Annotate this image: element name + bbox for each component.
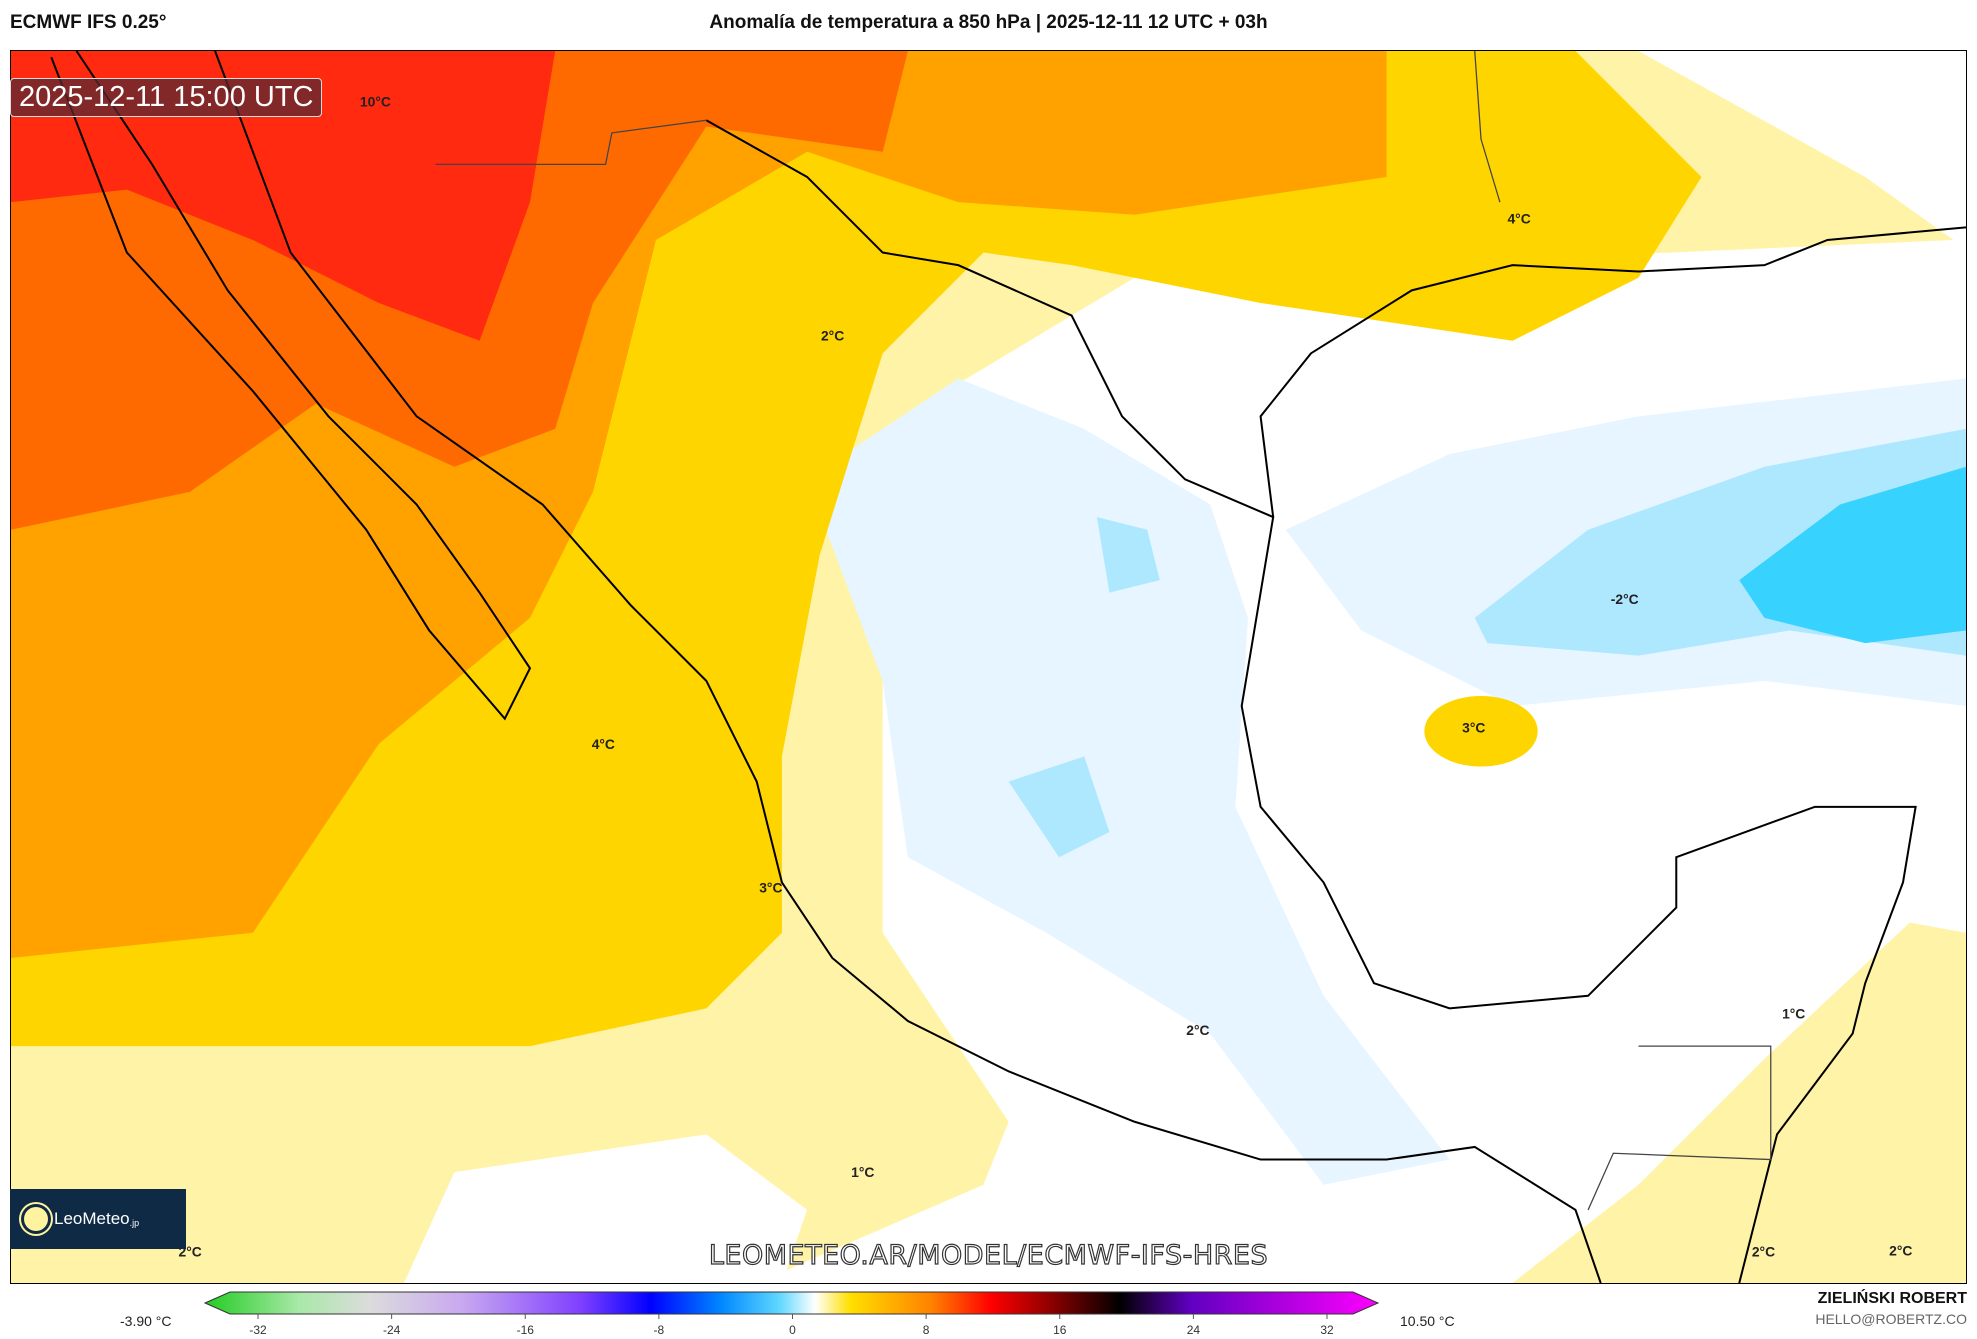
contour-label: 3°C <box>759 879 782 895</box>
valid-time-badge: 2025-12-11 15:00 UTC <box>10 78 323 117</box>
author-email[interactable]: HELLO@ROBERTZ.CO <box>1815 1311 1967 1327</box>
sun-icon <box>24 1207 48 1231</box>
leometeo-logo[interactable]: LeoMeteo .jp <box>10 1189 186 1249</box>
colorbar-tick-label: 32 <box>1320 1323 1334 1337</box>
contour-label: 2°C <box>1889 1242 1912 1258</box>
colorbar-tick-label: -8 <box>654 1323 665 1337</box>
colorbar-tick-label: 8 <box>923 1323 930 1337</box>
colorbar-tick-label: 0 <box>789 1323 796 1337</box>
author-name: ZIELIŃSKI ROBERT <box>1817 1290 1967 1307</box>
logo-suffix: .jp <box>129 1218 140 1228</box>
contour-label: 2°C <box>1186 1022 1209 1038</box>
map-title: Anomalía de temperatura a 850 hPa | 2025… <box>709 12 1268 33</box>
colorbar-tick-label: -32 <box>249 1323 267 1337</box>
colorbar-gradient <box>203 1291 1380 1315</box>
contour-label: 10°C <box>360 93 391 109</box>
contour-label: 4°C <box>1507 211 1530 227</box>
temperature-anomaly-map: 10°C 4°C 2°C -2°C 3°C 4°C 3°C 1°C 2°C 1°… <box>10 50 1967 1284</box>
model-name: ECMWF IFS 0.25° <box>10 12 167 33</box>
contour-label: 1°C <box>1782 1005 1805 1021</box>
logo-text: LeoMeteo <box>54 1209 130 1228</box>
contour-label: -2°C <box>1611 591 1639 607</box>
coastlines <box>50 51 1966 1283</box>
contour-label: 3°C <box>1462 720 1485 736</box>
contour-label: 1°C <box>851 1164 874 1180</box>
colorbar-tick-label: 24 <box>1187 1323 1201 1337</box>
colorbar-min-label: -3.90 °C <box>120 1313 172 1329</box>
contour-label: 4°C <box>592 736 615 752</box>
contour-label: 2°C <box>821 328 844 344</box>
author-credit: ZIELIŃSKI ROBERT HELLO@ROBERTZ.CO <box>1815 1290 1967 1327</box>
contour-label: 2°C <box>1752 1244 1775 1260</box>
colorbar-tick-label: 16 <box>1053 1323 1067 1337</box>
colorbar-max-label: 10.50 °C <box>1400 1313 1455 1329</box>
red-region <box>11 51 556 341</box>
colorbar-tick-label: -16 <box>517 1323 535 1337</box>
colorbar-tick-label: -24 <box>383 1323 401 1337</box>
cyan-region <box>1739 466 1966 644</box>
source-watermark: LEOMETEO.AR/MODEL/ECMWF-IFS-HRES <box>708 1239 1269 1271</box>
borders <box>435 51 1772 1211</box>
contour-labels: 10°C 4°C 2°C -2°C 3°C 4°C 3°C 1°C 2°C 1°… <box>179 93 1913 1259</box>
